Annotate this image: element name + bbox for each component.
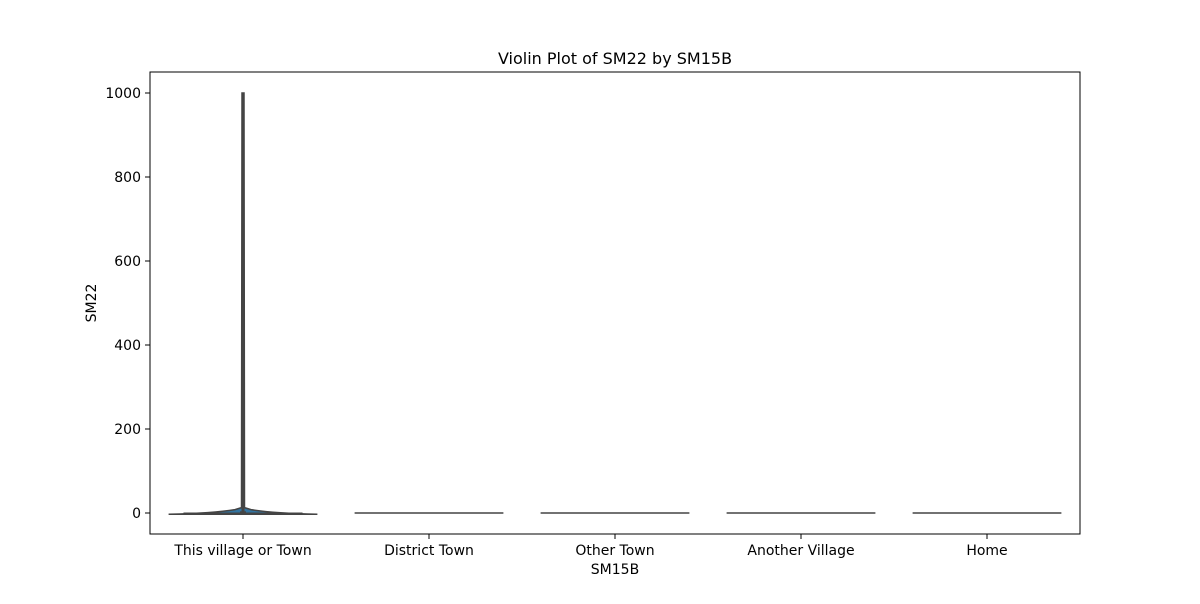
violin-iqr-box	[240, 511, 246, 514]
y-tick-label: 600	[114, 254, 141, 270]
x-tick-label: Another Village	[747, 543, 854, 559]
chart-title: Violin Plot of SM22 by SM15B	[498, 49, 732, 68]
x-tick-label: This village or Town	[173, 543, 311, 559]
y-tick-label: 0	[132, 506, 141, 522]
x-tick-label: Other Town	[575, 543, 654, 559]
y-tick-label: 200	[114, 422, 141, 438]
y-axis-ticks: 0 200 400 600 800 1000	[105, 86, 150, 522]
y-axis-label: SM22	[84, 284, 100, 323]
x-axis-ticks: This village or Town District Town Other T…	[173, 534, 1008, 559]
y-tick-label: 1000	[105, 86, 141, 102]
x-axis-label: SM15B	[591, 562, 639, 578]
x-tick-label: Home	[966, 543, 1007, 559]
y-tick-label: 400	[114, 338, 141, 354]
x-tick-label: District Town	[384, 543, 474, 559]
violin-marks	[168, 92, 1062, 516]
plot-area-frame	[149, 71, 1081, 535]
y-tick-label: 800	[114, 170, 141, 186]
